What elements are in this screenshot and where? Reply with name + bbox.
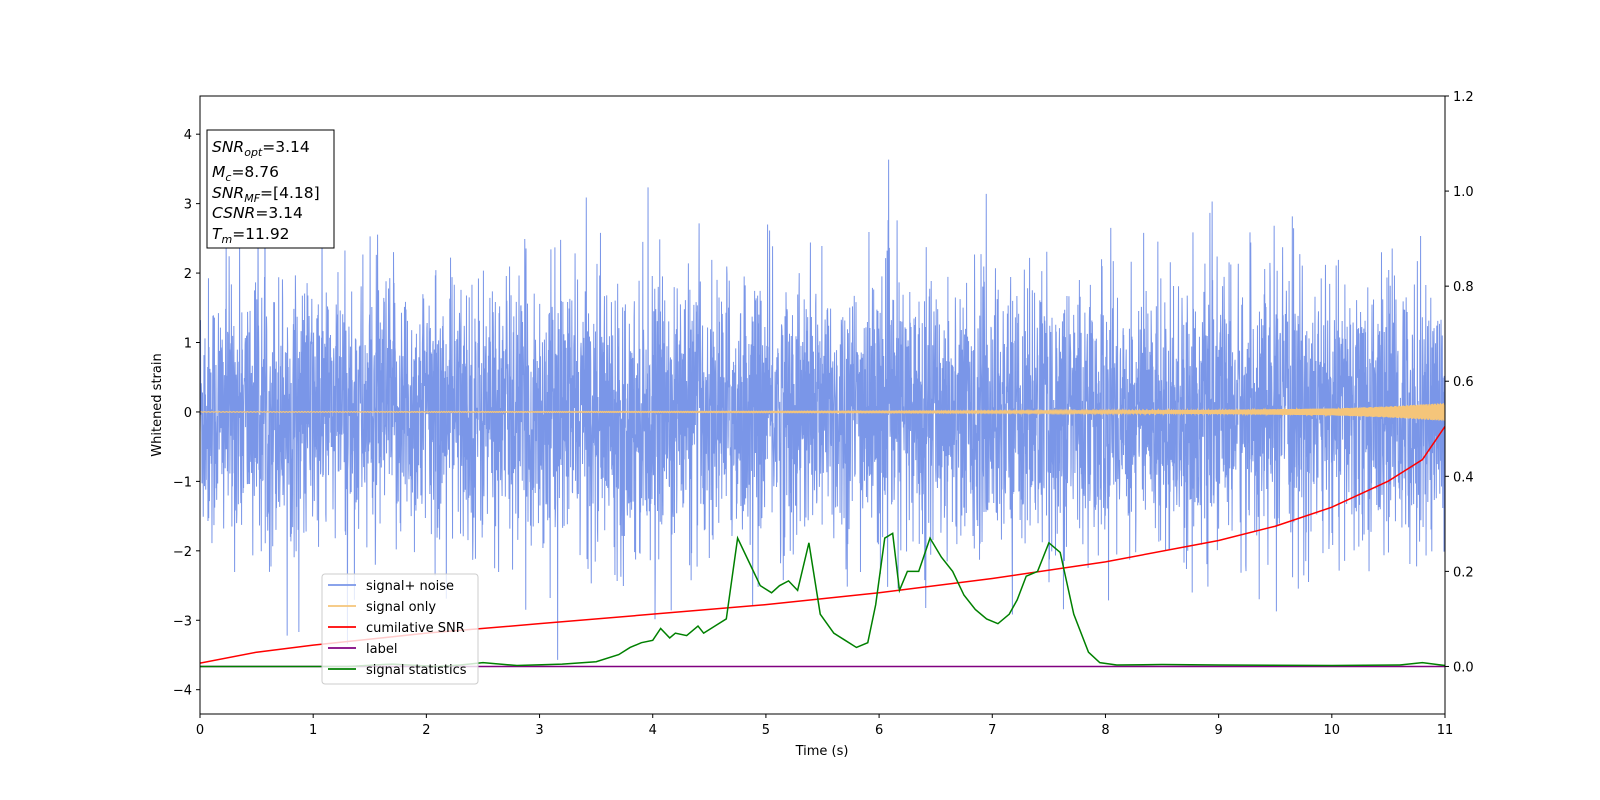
info-box: SNRopt=3.14 Mc=8.76 SNRMF=[4.18] CSNR=3.… (206, 129, 335, 249)
legend-label-signal-noise: signal+ noise (366, 579, 454, 594)
info-csnr: CSNR=3.14 (212, 204, 303, 222)
info-snr-opt: SNRopt=3.14 (212, 138, 310, 159)
x-tick-label: 6 (875, 723, 883, 738)
y-tick-label-right: 0.6 (1453, 375, 1474, 390)
x-tick-label: 5 (762, 723, 770, 738)
x-tick-label: 2 (422, 723, 430, 738)
x-tick-label: 0 (196, 723, 204, 738)
y-tick-label-left: 1 (184, 337, 192, 352)
y-tick-label-left: −1 (173, 475, 192, 490)
x-tick-label: 9 (1214, 723, 1222, 738)
x-axis-label: Time (s) (795, 744, 849, 759)
x-tick-label: 11 (1437, 723, 1454, 738)
x-tick-label: 8 (1101, 723, 1109, 738)
x-tick-label: 3 (535, 723, 543, 738)
legend-label-signal-only: signal only (366, 600, 436, 615)
y-axis-label: Whitened strain (150, 353, 165, 456)
y-tick-label-left: 2 (184, 267, 192, 282)
x-tick-label: 1 (309, 723, 317, 738)
y-tick-label-right: 0.2 (1453, 565, 1474, 580)
legend-frame (321, 573, 479, 685)
y-tick-label-left: −4 (173, 684, 192, 699)
y-tick-label-right: 0.0 (1453, 660, 1474, 675)
series-signal-statistics (200, 532, 1445, 668)
legend-label-cumilative-snr: cumilative SNR (366, 621, 465, 636)
info-mc: Mc=8.76 (212, 163, 279, 184)
y-tick-label-left: 3 (184, 198, 192, 213)
y-tick-label-left: 0 (184, 406, 192, 421)
y-tick-label-left: 4 (184, 128, 192, 143)
y-tick-label-right: 1.0 (1453, 185, 1474, 200)
legend-label-signal-statistics: signal statistics (366, 663, 467, 678)
legend: signal+ noise signal only cumilative SNR… (321, 573, 479, 685)
y-axis-left: −4 −3 −2 −1 0 1 2 3 4 (173, 128, 200, 699)
x-axis: 0 1 2 3 4 5 6 7 8 9 10 11 (196, 714, 1453, 738)
x-tick-label: 7 (988, 723, 996, 738)
y-tick-label-right: 1.2 (1453, 90, 1474, 105)
y-tick-label-left: −3 (173, 614, 192, 629)
y-axis-right: 0.0 0.2 0.4 0.6 0.8 1.0 1.2 (1445, 90, 1474, 675)
info-box-frame (206, 129, 335, 249)
y-tick-label-right: 0.4 (1453, 470, 1474, 485)
axes-frame (199, 95, 1446, 715)
y-tick-label-left: −2 (173, 545, 192, 560)
info-tm: Tm=11.92 (212, 225, 290, 246)
x-tick-label: 10 (1324, 723, 1341, 738)
info-snr-mf: SNRMF=[4.18] (212, 184, 320, 205)
y-tick-label-right: 0.8 (1453, 280, 1474, 295)
legend-label-label: label (366, 642, 397, 657)
x-tick-label: 4 (649, 723, 657, 738)
series-signal-only (200, 403, 1445, 421)
series-signal-noise (200, 159, 1445, 660)
